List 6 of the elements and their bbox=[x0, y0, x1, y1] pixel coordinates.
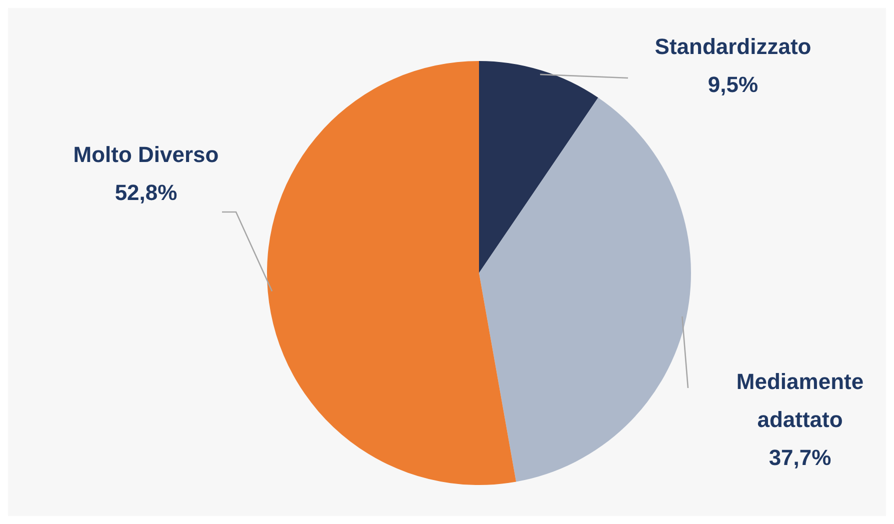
slice-label: Standardizzato bbox=[654, 34, 812, 60]
slice-label: Mediamente adattato bbox=[736, 369, 864, 432]
data-label: 52,8% bbox=[114, 180, 178, 206]
data-label: 37,7% bbox=[768, 445, 832, 470]
slice-label: Molto Diverso bbox=[73, 142, 219, 168]
data-label: 9,5% bbox=[708, 72, 758, 98]
